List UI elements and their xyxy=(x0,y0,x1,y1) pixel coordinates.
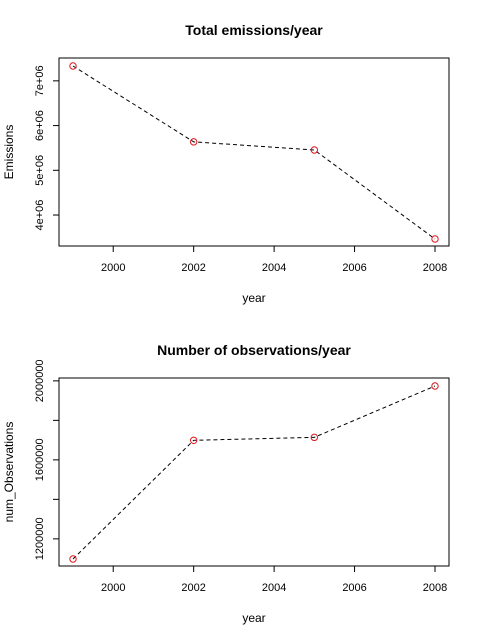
plot-frame xyxy=(58,377,450,567)
series-line xyxy=(69,62,439,243)
x-tick-label: 2006 xyxy=(342,262,366,274)
chart-title: Number of observations/year xyxy=(157,342,351,358)
y-tick-label: 5e+06 xyxy=(34,155,46,186)
data-point xyxy=(189,138,198,146)
y-axis-label: num_Observations xyxy=(2,422,16,523)
y-axis-label: Emissions xyxy=(2,125,16,180)
x-tick-label: 2002 xyxy=(181,262,205,274)
x-axis: 2000 2002 2004 2006 2008 xyxy=(101,566,447,594)
series-line xyxy=(69,382,439,563)
data-line xyxy=(72,65,436,240)
chart-title: Total emissions/year xyxy=(185,22,323,38)
data-point xyxy=(431,235,439,243)
y-tick-label: 1600000 xyxy=(34,438,46,481)
data-line xyxy=(72,385,436,560)
x-tick-label: 2002 xyxy=(181,582,205,594)
x-tick-label: 2006 xyxy=(342,582,366,594)
x-tick-label: 2000 xyxy=(101,582,125,594)
y-axis: 1200000 1600000 2000000 xyxy=(34,359,59,560)
y-axis: 4e+06 5e+06 6e+06 7e+06 xyxy=(34,65,59,230)
y-tick-label: 1200000 xyxy=(34,517,46,560)
data-point xyxy=(310,433,319,442)
x-axis-label: year xyxy=(242,611,265,625)
observations-chart: Number of observations/year 2000 2002 2004… xyxy=(2,342,450,625)
y-tick-label: 2000000 xyxy=(34,359,46,402)
x-axis-label: year xyxy=(242,291,265,305)
data-point xyxy=(189,436,198,445)
x-axis: 2000 2002 2004 2006 2008 xyxy=(101,246,447,274)
data-point xyxy=(431,382,439,390)
x-tick-label: 2008 xyxy=(423,262,447,274)
y-tick-label: 7e+06 xyxy=(34,65,46,96)
y-tick-label: 4e+06 xyxy=(34,200,46,231)
x-tick-label: 2000 xyxy=(101,262,125,274)
x-tick-label: 2004 xyxy=(262,262,286,274)
x-tick-label: 2008 xyxy=(423,582,447,594)
plot-frame xyxy=(58,57,450,247)
x-tick-label: 2004 xyxy=(262,582,286,594)
data-point xyxy=(69,555,77,563)
data-point xyxy=(310,146,319,154)
emissions-chart: Total emissions/year 2000 2002 2004 2006 200… xyxy=(2,22,450,305)
y-tick-label: 6e+06 xyxy=(34,110,46,141)
data-point xyxy=(69,62,77,70)
